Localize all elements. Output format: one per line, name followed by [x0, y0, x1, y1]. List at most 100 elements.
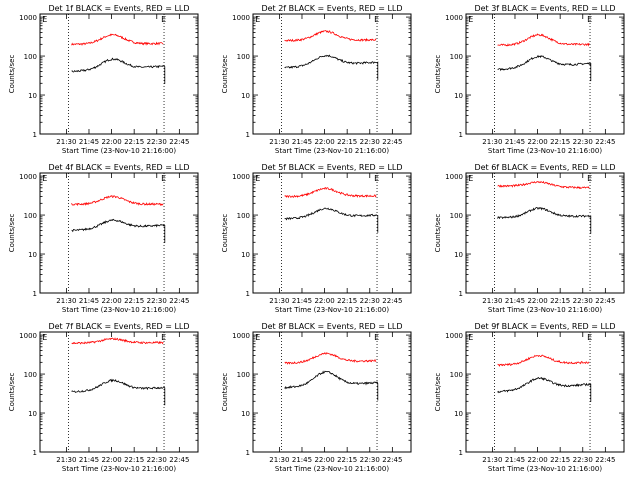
x-tick-label: 21:45: [292, 456, 312, 464]
events-rate-line: [284, 54, 379, 80]
y-tick-label: 1000: [445, 14, 463, 22]
e-marker-label: E: [468, 15, 473, 24]
x-tick-label: 22:30: [360, 138, 380, 146]
y-tick-label: 1000: [232, 14, 250, 22]
lld-rate-line: [71, 33, 164, 46]
x-tick-label: 22:30: [360, 297, 380, 305]
y-tick-label: 1000: [445, 173, 463, 181]
x-tick-label: 21:30: [56, 297, 76, 305]
x-tick-label: 22:45: [382, 297, 402, 305]
y-tick-label: 10: [28, 251, 37, 259]
x-tick-label: 21:45: [292, 297, 312, 305]
x-tick-label: 22:15: [550, 138, 570, 146]
y-tick-label: 10: [241, 410, 250, 418]
y-tick-label: 1: [246, 131, 250, 139]
panel-7: Det 7f BLACK = Events, RED = LLD 1 10 100 10…: [8, 322, 199, 473]
lld-rate-line: [71, 337, 164, 345]
events-rate-line: [71, 378, 166, 406]
y-tick-label: 10: [454, 410, 463, 418]
x-tick-label: 21:30: [269, 297, 289, 305]
lld-rate-line: [497, 33, 590, 47]
x-tick-label: 21:45: [79, 456, 99, 464]
panel-title: Det 8f BLACK = Events, RED = LLD: [261, 322, 402, 331]
e-marker-label: E: [587, 333, 592, 342]
x-tick-label: 22:00: [314, 297, 334, 305]
x-tick-label: 21:45: [505, 138, 525, 146]
y-axis-label: Counts/sec: [8, 55, 16, 94]
panel-title: Det 2f BLACK = Events, RED = LLD: [261, 4, 402, 13]
x-tick-label: 21:45: [505, 456, 525, 464]
lld-rate-line: [284, 187, 377, 199]
y-tick-label: 1: [459, 449, 463, 457]
y-axis-label: Counts/sec: [221, 214, 229, 253]
y-tick-label: 1: [33, 449, 37, 457]
y-axis-label: Counts/sec: [221, 55, 229, 94]
e-marker-label: E: [161, 15, 166, 24]
x-tick-label: 22:45: [169, 456, 189, 464]
y-tick-label: 1: [33, 290, 37, 298]
x-tick-label: 22:45: [169, 138, 189, 146]
lld-rate-line: [71, 194, 164, 207]
x-tick-label: 22:45: [169, 297, 189, 305]
x-tick-label: 21:30: [269, 456, 289, 464]
plot-frame: [252, 13, 412, 135]
y-tick-label: 10: [454, 251, 463, 259]
e-marker-label: E: [255, 333, 260, 342]
x-tick-label: 22:30: [360, 456, 380, 464]
e-marker-label: E: [42, 15, 47, 24]
panel-4: Det 4f BLACK = Events, RED = LLD 1 10 100 10…: [8, 163, 199, 314]
x-tick-label: 21:30: [482, 297, 502, 305]
y-tick-label: 10: [241, 251, 250, 259]
events-rate-line: [284, 207, 379, 233]
x-axis-label: Start Time (23-Nov-10 21:16:00): [275, 306, 389, 314]
events-rate-line: [284, 370, 379, 401]
x-tick-label: 22:15: [124, 297, 144, 305]
y-tick-label: 10: [454, 92, 463, 100]
panel-3: Det 3f BLACK = Events, RED = LLD 1 10 100 10…: [434, 4, 625, 155]
events-rate-line: [71, 218, 166, 243]
y-axis-label: Counts/sec: [434, 214, 442, 253]
panel-1: Det 1f BLACK = Events, RED = LLD 1 10 100 10…: [8, 4, 199, 155]
x-tick-label: 22:45: [382, 138, 402, 146]
x-tick-label: 22:00: [101, 297, 121, 305]
x-tick-label: 22:15: [550, 297, 570, 305]
plot-frame: [252, 172, 412, 294]
events-rate-line: [497, 207, 592, 234]
y-tick-label: 1: [246, 290, 250, 298]
plot-frame: [465, 172, 625, 294]
e-marker-label: E: [161, 174, 166, 183]
events-rate-line: [497, 54, 592, 82]
y-tick-label: 100: [24, 53, 37, 61]
x-tick-label: 21:45: [505, 297, 525, 305]
e-marker-label: E: [587, 174, 592, 183]
y-tick-label: 1: [246, 449, 250, 457]
x-tick-label: 22:45: [595, 456, 615, 464]
e-marker-label: E: [161, 333, 166, 342]
x-tick-label: 22:00: [314, 456, 334, 464]
y-tick-label: 1: [459, 290, 463, 298]
e-marker-label: E: [42, 174, 47, 183]
x-axis-label: Start Time (23-Nov-10 21:16:00): [488, 465, 602, 473]
events-rate-line: [71, 57, 166, 84]
x-tick-label: 22:30: [147, 138, 167, 146]
y-tick-label: 10: [28, 410, 37, 418]
x-tick-label: 22:15: [124, 138, 144, 146]
y-tick-label: 10: [28, 92, 37, 100]
e-marker-label: E: [587, 15, 592, 24]
e-marker-label: E: [374, 174, 379, 183]
plot-frame: [39, 13, 199, 135]
y-tick-label: 1: [33, 131, 37, 139]
lld-rate-line: [497, 180, 590, 190]
x-tick-label: 22:30: [147, 456, 167, 464]
x-axis-label: Start Time (23-Nov-10 21:16:00): [488, 306, 602, 314]
y-axis-label: Counts/sec: [434, 55, 442, 94]
x-tick-label: 22:00: [527, 456, 547, 464]
x-tick-label: 22:00: [527, 297, 547, 305]
x-tick-label: 22:30: [147, 297, 167, 305]
x-tick-label: 22:45: [595, 297, 615, 305]
plot-frame: [465, 331, 625, 453]
e-marker-label: E: [374, 333, 379, 342]
panel-title: Det 9f BLACK = Events, RED = LLD: [474, 322, 615, 331]
y-axis-label: Counts/sec: [434, 373, 442, 412]
